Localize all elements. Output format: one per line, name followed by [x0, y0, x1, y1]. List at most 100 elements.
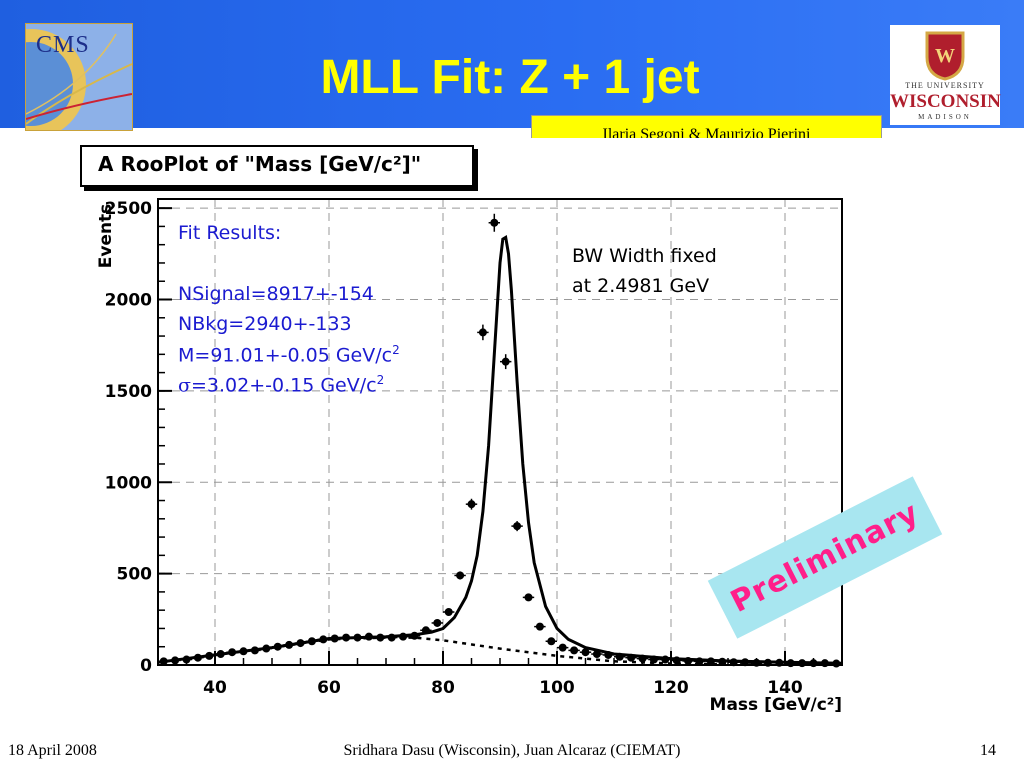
- data-point: [410, 631, 419, 640]
- data-point: [729, 658, 738, 667]
- data-point: [467, 500, 476, 509]
- data-point: [513, 522, 522, 531]
- uw-crest-icon: W: [925, 31, 965, 81]
- cms-logo-text: CMS: [36, 32, 90, 58]
- data-point: [296, 639, 305, 648]
- uw-logo-line2: WISCONSIN: [890, 91, 1001, 112]
- data-point: [490, 218, 499, 227]
- x-tick-labels: 40 60 80 100 120 140: [203, 678, 803, 698]
- data-point: [216, 650, 225, 659]
- data-point: [353, 633, 362, 642]
- data-point: [319, 635, 328, 644]
- x-tick-label: 40: [203, 678, 227, 698]
- data-point: [501, 357, 510, 366]
- data-point: [342, 633, 351, 642]
- x-tick-label: 80: [431, 678, 455, 698]
- data-point: [615, 652, 624, 661]
- fit-mass-value: M=91.01+-0.05 GeV/c: [178, 344, 393, 367]
- uw-crest-shield: [925, 31, 965, 81]
- data-point: [592, 650, 601, 659]
- uw-madison-logo: W THE UNIVERSITY WISCONSIN MADISON: [890, 25, 1001, 125]
- data-point: [684, 656, 693, 665]
- cms-logo-track: [26, 33, 117, 115]
- data-point: [775, 658, 784, 667]
- uw-crest-letter: W: [935, 45, 955, 67]
- slide-title: MLL Fit: Z + 1 jet: [320, 51, 700, 104]
- uw-logo-line3: MADISON: [918, 113, 972, 121]
- data-point: [627, 653, 636, 662]
- data-point: [672, 656, 681, 665]
- fit-sigma-value: =3.02+-0.15 GeV/c: [190, 374, 377, 397]
- data-point: [706, 657, 715, 666]
- data-point: [182, 655, 191, 664]
- data-point: [809, 659, 818, 668]
- data-point: [786, 659, 795, 668]
- data-point: [307, 637, 316, 646]
- plot-title-box: A RooPlot of "Mass [GeV/c²]": [80, 145, 474, 187]
- data-point: [695, 657, 704, 666]
- data-point: [649, 655, 658, 664]
- data-point: [228, 648, 237, 657]
- fit-sigma: σ=3.02+-0.15 GeV/c2: [178, 373, 384, 396]
- page-number: 14: [980, 742, 996, 759]
- slide-header: CMS MLL Fit: Z + 1 jet W THE UNIVERSITY …: [0, 0, 1024, 131]
- plot-area: [75, 138, 930, 720]
- data-point: [581, 648, 590, 657]
- data-point: [478, 328, 487, 337]
- footer-presenters: Sridhara Dasu (Wisconsin), Juan Alcaraz …: [343, 742, 681, 759]
- y-tick-label: 1500: [105, 382, 152, 402]
- y-axis-label: Events: [96, 204, 116, 269]
- data-point: [421, 626, 430, 635]
- footer-date: 18 April 2008: [8, 742, 97, 759]
- data-point: [638, 654, 647, 663]
- data-point: [547, 637, 556, 646]
- data-point: [741, 658, 750, 667]
- fit-results-heading: Fit Results:: [178, 222, 282, 244]
- cms-logo: CMS: [25, 23, 133, 131]
- data-point: [535, 622, 544, 631]
- fit-nsignal: NSignal=8917+-154: [178, 283, 374, 305]
- bw-width-line1: BW Width fixed: [572, 245, 717, 267]
- fit-nbkg: NBkg=2940+-133: [178, 313, 352, 335]
- y-tick-label: 1000: [105, 473, 152, 493]
- x-axis-label: Mass [GeV/c²]: [710, 695, 842, 715]
- plot-title: A RooPlot of "Mass [GeV/c²]": [98, 152, 422, 176]
- data-point: [433, 618, 442, 627]
- bw-width-line2: at 2.4981 GeV: [572, 275, 710, 297]
- data-point: [558, 643, 567, 652]
- y-tick-label: 2500: [105, 199, 152, 219]
- data-point: [159, 657, 168, 666]
- data-point: [718, 657, 727, 666]
- data-point: [399, 632, 408, 641]
- x-tick-label: 120: [653, 678, 689, 698]
- data-point: [205, 651, 214, 660]
- y-tick-label: 0: [140, 656, 152, 676]
- data-point: [330, 634, 339, 643]
- data-point: [604, 650, 613, 659]
- background-curve: [157, 636, 843, 667]
- data-point: [570, 646, 579, 655]
- x-tick-label: 100: [539, 678, 575, 698]
- cms-logo-core: [26, 42, 73, 126]
- data-point: [285, 640, 294, 649]
- data-point: [524, 593, 533, 602]
- cms-logo-track: [26, 63, 132, 125]
- data-point: [193, 653, 202, 662]
- data-point: [273, 642, 282, 651]
- data-point: [250, 646, 259, 655]
- data-point: [387, 633, 396, 642]
- uw-logo-line1: THE UNIVERSITY: [905, 81, 985, 90]
- data-point: [364, 632, 373, 641]
- data-points: [158, 213, 842, 668]
- data-point: [376, 633, 385, 642]
- data-point: [262, 644, 271, 653]
- data-point: [798, 659, 807, 668]
- x-tick-label: 140: [767, 678, 803, 698]
- fit-sigma-exponent: 2: [376, 373, 385, 387]
- data-point: [171, 656, 180, 665]
- data-point: [661, 655, 670, 664]
- data-point: [752, 658, 761, 667]
- y-tick-label: 2000: [105, 291, 152, 311]
- data-point: [444, 608, 453, 617]
